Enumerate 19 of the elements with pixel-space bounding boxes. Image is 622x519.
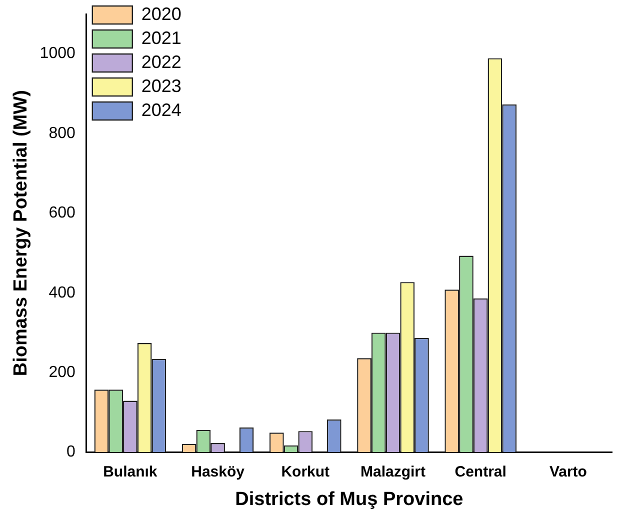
- y-tick-label: 600: [48, 204, 76, 222]
- x-tick-label: Korkut: [281, 463, 330, 480]
- y-axis-title: Biomass Energy Potential (MW): [10, 90, 32, 376]
- legend-label: 2020: [141, 4, 182, 24]
- y-tick-label: 200: [48, 364, 76, 381]
- y-tick-label: 400: [48, 284, 76, 302]
- legend-label: 2023: [141, 76, 182, 96]
- legend-label: 2024: [141, 100, 182, 120]
- legend-label: 2022: [141, 52, 182, 72]
- x-axis-title: Districts of Muş Province: [235, 488, 464, 510]
- x-tick-label: Bulanık: [103, 463, 158, 480]
- x-tick-label: Varto: [549, 463, 587, 480]
- y-tick-label: 0: [66, 444, 76, 461]
- x-tick-label: Hasköy: [191, 463, 246, 480]
- x-tick-label: Central: [454, 463, 506, 480]
- y-tick-label: 1000: [40, 45, 76, 62]
- legend-label: 2021: [141, 28, 182, 48]
- x-tick-label: Malazgirt: [360, 463, 426, 480]
- y-tick-label: 800: [48, 124, 76, 142]
